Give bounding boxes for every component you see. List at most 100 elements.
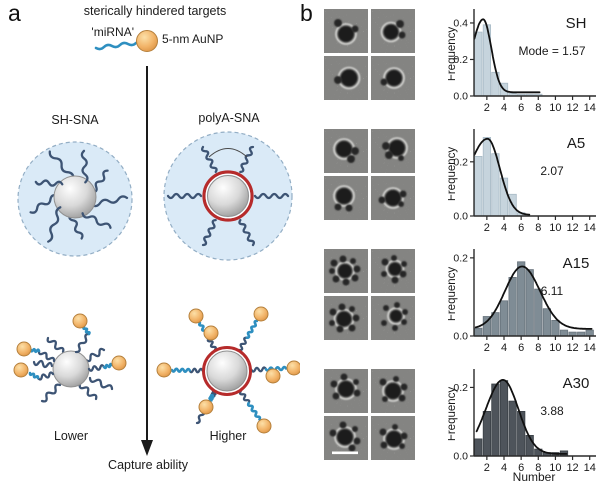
tem-main-particle: [386, 70, 402, 86]
tem-satellite-particle: [402, 309, 408, 315]
panel-b-row-a5: 0.0 0.2 2 4 6 8 10 12 14 Frequency A5 2.07: [300, 122, 600, 244]
tem-satellite-particle: [391, 255, 397, 261]
histogram-bars: [474, 136, 526, 217]
y-tick-label: 0.2: [453, 54, 468, 66]
tem-satellite-particle: [348, 444, 356, 452]
tem-main-particle: [338, 381, 354, 397]
tem-image: [324, 249, 368, 293]
tem-satellite-particle: [380, 441, 388, 449]
aunp-sphere: [13, 362, 29, 378]
tem-satellite-particle: [353, 379, 359, 385]
bar: [482, 411, 492, 457]
bar: [585, 329, 594, 337]
aunp-size-label: 5-nm AuNP: [162, 32, 224, 46]
x-tick-label: 12: [566, 222, 578, 234]
bar: [474, 327, 483, 337]
tem-main-particle: [389, 140, 405, 156]
mode-label: 6.11: [541, 284, 564, 298]
y-axis-label: Frequency: [448, 387, 458, 442]
aunp-sphere: [256, 418, 272, 434]
y-tick-label: 0.2: [453, 252, 468, 264]
aunp-sphere: [111, 355, 127, 371]
tem-satellite-particle: [396, 20, 404, 28]
y-tick-label: 0.0: [453, 91, 468, 103]
chart-title: A15: [563, 255, 590, 272]
tem-image: [371, 249, 415, 293]
tem-satellite-particle: [381, 271, 387, 277]
panel-a-illustration: [13, 30, 300, 456]
panel-a-title: sterically hindered targets: [83, 4, 227, 18]
x-tick-label: 12: [566, 462, 578, 474]
bar: [508, 277, 517, 337]
capture-ability-label: Capture ability: [108, 458, 188, 472]
tem-satellite-particle: [400, 432, 408, 440]
lower-capture-diagram: [13, 313, 127, 403]
tem-satellite-particle: [351, 25, 359, 33]
tem-image: [324, 296, 368, 340]
y-axis-label: Frequency: [448, 27, 458, 82]
tem-satellite-particle: [350, 258, 356, 264]
tem-image-grid: [324, 369, 415, 460]
aunp-sphere: [16, 341, 32, 357]
tem-image: [324, 416, 368, 460]
tem-satellite-particle: [382, 142, 390, 150]
bar: [491, 312, 500, 337]
y-tick-label: 0.0: [453, 451, 468, 463]
aunp-sphere: [203, 325, 219, 341]
tem-satellite-particle: [330, 259, 338, 267]
tem-satellite-particle: [380, 78, 388, 86]
tem-satellite-particle: [382, 396, 388, 402]
tem-satellite-particle: [332, 275, 340, 283]
snp-core-sphere: [207, 175, 249, 217]
polya-sna-diagram: [163, 131, 293, 261]
panel-b-row-a15: 0.0 0.2 2 4 6 8 10 12 14 Frequency A15 6.11: [300, 242, 600, 364]
x-tick-label: 6: [518, 102, 524, 114]
higher-capture-diagram: [156, 306, 300, 434]
aunp-sphere: [72, 313, 88, 329]
tem-satellite-particle: [385, 151, 393, 159]
higher-label: Higher: [209, 429, 247, 443]
tem-main-particle: [337, 429, 353, 445]
lower-label: Lower: [53, 429, 89, 443]
higher-red-ring: [202, 346, 252, 396]
x-tick-label: 12: [566, 342, 578, 354]
x-tick-label: 4: [501, 222, 507, 234]
tem-satellite-particle: [353, 437, 361, 445]
aunp-sphere: [136, 30, 158, 52]
tem-satellite-particle: [330, 380, 338, 388]
tem-image: [371, 56, 415, 100]
aunp-sphere: [156, 362, 172, 378]
bar: [517, 261, 526, 337]
tem-satellite-particle: [351, 147, 359, 155]
y-tick-label: 0.4: [453, 17, 468, 29]
tem-image: [371, 296, 415, 340]
aunp-sphere: [286, 360, 300, 376]
axes: 0.0 0.2 2 4 6 8 10 12 14: [453, 249, 596, 354]
x-tick-label: 8: [535, 462, 541, 474]
tem-satellite-particle: [340, 373, 348, 381]
x-tick-label: 4: [501, 462, 507, 474]
panel-a-label: a: [8, 0, 21, 26]
tem-satellite-particle: [379, 428, 387, 436]
bar: [508, 400, 517, 457]
x-tick-label: 2: [484, 102, 490, 114]
y-axis-label: Frequency: [448, 267, 458, 322]
bar: [474, 438, 483, 457]
tem-satellite-particle: [352, 426, 358, 432]
x-tick-label: 8: [535, 342, 541, 354]
tem-satellite-particle: [339, 255, 347, 263]
histogram-A30: 0.0 0.2 2 4 6 8 10 12 14 Frequency Number A30 3.88: [448, 369, 596, 484]
x-tick-label: 10: [549, 462, 561, 474]
panel-b-row-sh: 0.0 0.2 0.4 2 4 6 8 10 12 14 Frequency SH Mode = 1.5…: [300, 2, 600, 124]
tem-satellite-particle: [378, 196, 386, 204]
tem-main-particle: [340, 69, 358, 87]
x-tick-label: 2: [484, 462, 490, 474]
fit-curve: [475, 378, 568, 455]
histogram-bars: [474, 24, 543, 97]
tem-image-grid: [324, 249, 415, 340]
tem-satellite-particle: [329, 308, 337, 316]
bar: [542, 308, 551, 337]
histogram-SH: 0.0 0.2 0.4 2 4 6 8 10 12 14 Frequency SH Mode = 1.5…: [448, 9, 596, 114]
mirna-label: 'miRNA': [91, 25, 134, 39]
